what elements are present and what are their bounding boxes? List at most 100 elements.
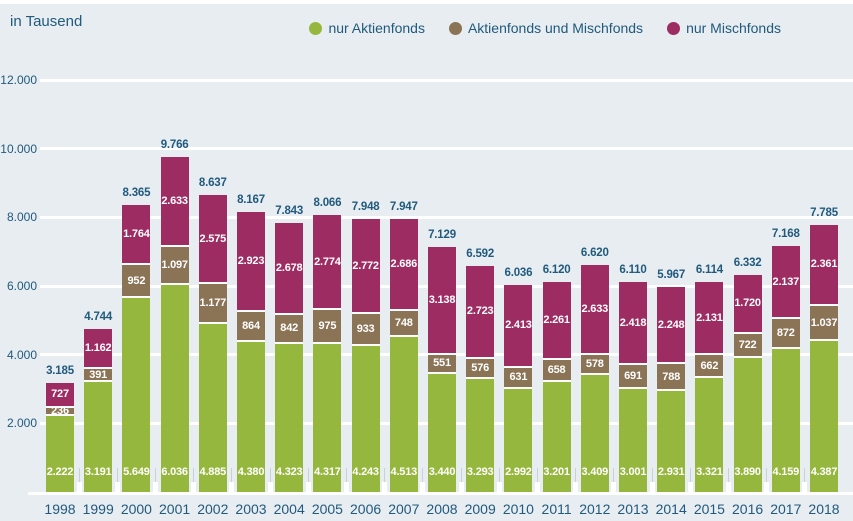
bar-segment-value: 2.137 (772, 275, 800, 288)
x-axis-tick-white (382, 482, 388, 492)
bar-segment-nur-mischfonds: 1.162 (84, 329, 113, 369)
legend-dot-brown-icon (448, 21, 462, 35)
bar-segment-value: 952 (127, 274, 146, 287)
legend-label: nur Mischfonds (686, 20, 781, 36)
x-axis-tick (728, 468, 729, 492)
x-axis-tick (651, 468, 653, 492)
bar-segment-nur-aktienfonds: 2.931 (657, 391, 686, 492)
bar-segment-value: 2.633 (581, 302, 609, 315)
axis-unit-label: in Tausend (10, 13, 83, 30)
bar-segment-value: 3.138 (428, 294, 456, 307)
x-axis-category-label: 2016 (732, 501, 764, 517)
legend-label: nur Aktienfonds (328, 20, 425, 36)
gridline (40, 215, 853, 219)
bar-segment-nur-aktienfonds: 3.001 (619, 388, 647, 492)
bar-segment-aktienfonds-und-mischfonds: 748 (389, 311, 418, 338)
bar-segment-nur-aktienfonds: 4.380 (237, 341, 265, 492)
bar-total-label: 7.785 (810, 206, 838, 219)
x-axis-tick-white (458, 482, 464, 492)
x-axis-tick-white (802, 482, 808, 492)
bar-segment-nur-mischfonds: 2.774 (313, 215, 342, 311)
bar-segment-value: 4.513 (390, 465, 418, 478)
x-axis-category-label: 2004 (273, 501, 305, 517)
bar-segment-value: 4.380 (237, 465, 265, 478)
x-axis-tick (155, 468, 156, 492)
bar-segment-nur-mischfonds: 2.678 (275, 222, 304, 315)
x-axis-tick (116, 468, 118, 492)
bar-segment-value: 2.261 (543, 313, 570, 326)
bar-total-label: 3.185 (46, 364, 74, 377)
bar-segment-nur-aktienfonds: 3.440 (428, 373, 456, 492)
x-axis-tick-white (191, 482, 197, 492)
x-axis-category-label: 1998 (44, 501, 76, 517)
bar-segment-aktienfonds-und-mischfonds: 864 (237, 311, 265, 342)
bar-segment-nur-mischfonds: 2.248 (657, 287, 686, 365)
bar-segment-value: 727 (51, 388, 69, 401)
legend-dot-magenta-icon (667, 21, 681, 35)
bar-segment-nur-mischfonds: 1.764 (122, 204, 151, 266)
x-axis-tick (78, 468, 80, 492)
bar-segment-value: 4.317 (314, 465, 341, 478)
x-axis-tick (498, 468, 500, 492)
bar-segment-value: 2.413 (505, 319, 532, 332)
x-axis-tick-white (573, 482, 579, 492)
bar-segment-value: 662 (700, 359, 719, 372)
bar-segment-nur-aktienfonds: 3.191 (84, 382, 113, 492)
x-axis-tick-white (420, 482, 426, 492)
bar-segment-value: 2.222 (46, 465, 74, 478)
legend-item-nur-mischfonds: nur Mischfonds (667, 20, 781, 36)
x-axis-tick (384, 468, 386, 492)
bar-segment-nur-mischfonds: 2.686 (389, 219, 418, 312)
bar-segment-nur-mischfonds: 2.361 (810, 224, 838, 306)
bar-segment-value: 4.885 (199, 465, 227, 478)
bar-segment-nur-aktienfonds: 3.890 (733, 358, 762, 492)
bar-segment-nur-mischfonds: 3.138 (428, 247, 456, 355)
bar-segment-aktienfonds-und-mischfonds: 1.177 (198, 283, 227, 325)
x-axis-category-label: 2017 (770, 501, 802, 517)
bar-segment-aktienfonds-und-mischfonds: 788 (657, 364, 686, 392)
bar-segment-nur-mischfonds: 1.720 (733, 274, 762, 334)
x-axis-tick-white (229, 482, 235, 492)
y-axis-tick-label: 2.000 (6, 416, 37, 431)
x-axis-tick-white (114, 482, 120, 492)
x-axis-category-label: 2009 (464, 501, 496, 517)
bar-segment-nur-aktienfonds: 3.201 (542, 382, 571, 492)
x-axis-category-label: 2011 (541, 501, 572, 517)
bar-total-label: 7.948 (351, 201, 380, 214)
bar-segment-value: 872 (776, 327, 795, 340)
bar-segment-value: 2.361 (810, 258, 838, 271)
bar-segment-value: 3.440 (428, 465, 456, 478)
bar-segment-value: 2.686 (390, 258, 418, 271)
x-axis-category-label: 1999 (82, 501, 114, 517)
bar-segment-nur-aktienfonds: 2.992 (504, 389, 533, 492)
bar-segment-aktienfonds-und-mischfonds: 975 (313, 310, 342, 344)
bar-segment-value: 2.418 (619, 316, 647, 329)
x-axis-category-label: 2018 (808, 501, 840, 517)
bar-segment-nur-aktienfonds: 5.649 (122, 298, 151, 492)
bar-segment-value: 2.678 (275, 261, 303, 274)
bar-segment-nur-aktienfonds: 4.513 (389, 337, 418, 492)
x-axis-tick-white (76, 482, 82, 492)
bar-total-label: 5.967 (657, 269, 686, 282)
bar-segment-value: 933 (356, 323, 375, 336)
bar-segment-nur-aktienfonds: 4.243 (351, 346, 380, 492)
bar-segment-value: 4.387 (810, 465, 838, 478)
bar-segment-value: 3.001 (619, 465, 647, 478)
x-axis-tick (307, 468, 309, 492)
bar-segment-aktienfonds-und-mischfonds: 1.097 (160, 247, 189, 285)
x-axis-tick (422, 468, 424, 492)
x-axis-category-label: 2001 (159, 501, 191, 517)
x-axis-tick-white (649, 482, 655, 492)
bar-segment-value: 3.191 (84, 465, 112, 478)
bar-segment-value: 2.992 (505, 465, 532, 478)
bar-total-label: 8.365 (122, 186, 151, 199)
bar-segment-value: 6.036 (161, 465, 188, 478)
y-axis-tick-label: 10.000 (0, 141, 37, 156)
bar-segment-value: 2.248 (657, 318, 685, 331)
chart-legend: nur Aktienfonds Aktienfonds und Mischfon… (309, 20, 781, 36)
bar-segment-value: 748 (394, 317, 413, 330)
bar-total-label: 7.947 (389, 201, 418, 214)
bar-segment-nur-mischfonds: 2.575 (198, 195, 227, 284)
